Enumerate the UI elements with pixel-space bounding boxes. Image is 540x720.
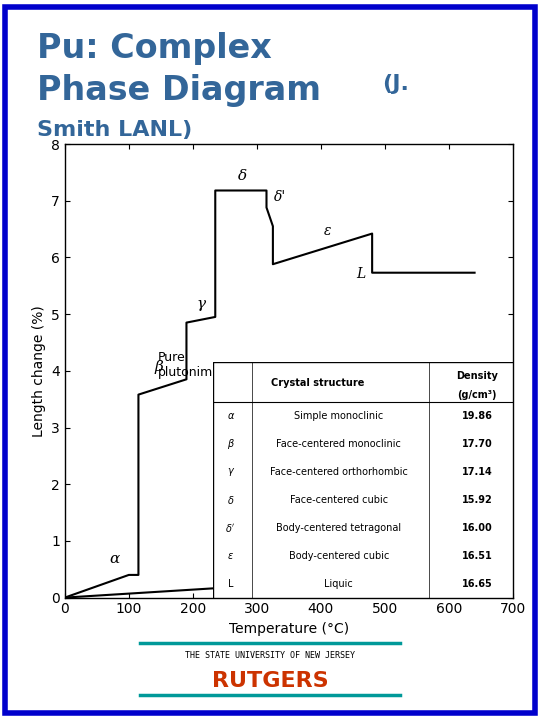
Text: Phase Diagram: Phase Diagram (37, 74, 321, 107)
X-axis label: Temperature (°C): Temperature (°C) (229, 622, 349, 636)
Text: Iron: Iron (238, 572, 262, 585)
Text: δ': δ' (274, 189, 286, 204)
Text: β: β (154, 359, 163, 374)
Text: Pure
plutonim: Pure plutonim (158, 351, 213, 379)
Y-axis label: Length change (%): Length change (%) (31, 305, 45, 436)
Text: L: L (356, 267, 366, 282)
Text: (J.: (J. (382, 74, 409, 94)
Text: Pu: Complex: Pu: Complex (37, 32, 271, 65)
Text: RUTGERS: RUTGERS (212, 672, 328, 691)
Text: Smith LANL): Smith LANL) (37, 120, 192, 140)
Text: γ: γ (196, 297, 205, 311)
Text: δ: δ (238, 168, 247, 183)
Text: α: α (110, 552, 120, 567)
Text: ε: ε (324, 223, 332, 238)
Text: THE STATE UNIVERSITY OF NEW JERSEY: THE STATE UNIVERSITY OF NEW JERSEY (185, 651, 355, 660)
